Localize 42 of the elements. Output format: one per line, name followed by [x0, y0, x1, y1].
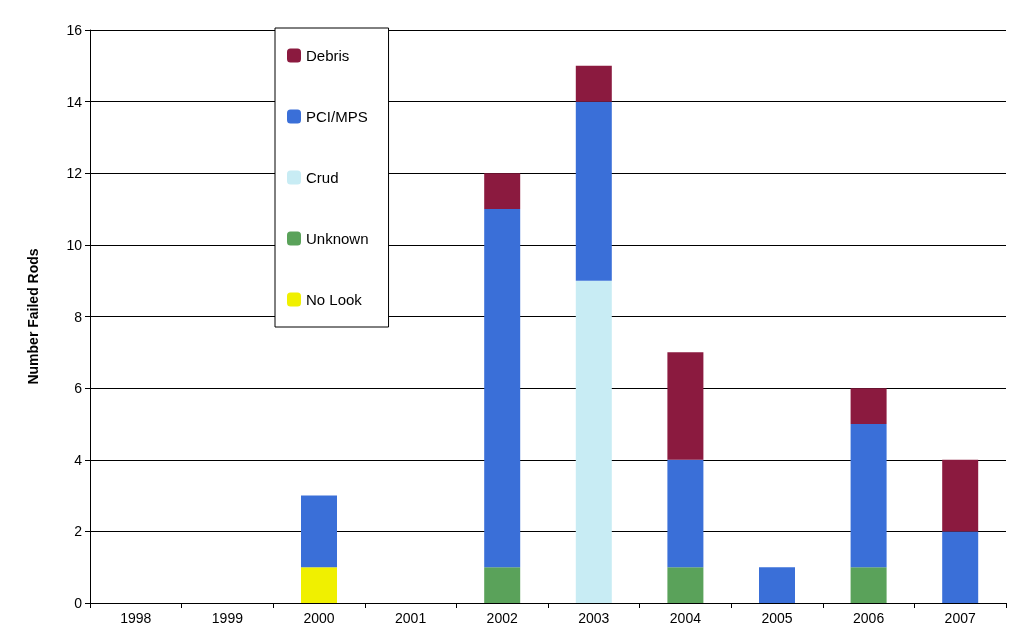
bar [942, 531, 979, 603]
bar [484, 567, 521, 603]
y-tick-label: 4 [74, 451, 83, 468]
bar [575, 280, 612, 603]
legend-label: No Look [306, 291, 363, 308]
bar [301, 567, 337, 603]
x-tick-label: 2001 [395, 610, 427, 626]
bar [850, 567, 887, 603]
y-axis-title: Number Failed Rods [25, 248, 41, 385]
bar [575, 65, 612, 102]
x-tick-label: 2006 [853, 610, 885, 626]
bar [850, 423, 887, 568]
x-tick-label: 1999 [211, 610, 244, 626]
bar [575, 101, 612, 281]
legend-label: PCI/MPS [306, 108, 368, 125]
x-tick-label: 1998 [120, 610, 152, 626]
x-tick-label: 2007 [944, 610, 976, 626]
y-tick-label: 14 [66, 93, 83, 110]
y-tick-label: 6 [74, 380, 83, 397]
x-tick-label: 2003 [578, 610, 610, 626]
legend-label: Crud [306, 169, 339, 186]
bar [667, 459, 704, 568]
x-tick-label: 2000 [303, 610, 335, 626]
x-tick-label: 2002 [486, 610, 518, 626]
bar [484, 209, 521, 568]
y-tick-label: 0 [74, 595, 83, 611]
y-tick-label: 8 [74, 308, 83, 325]
bar [484, 173, 521, 210]
x-tick-label: 2004 [669, 610, 702, 626]
bar [667, 352, 704, 460]
legend-label: Debris [306, 47, 350, 64]
bar [667, 567, 704, 603]
bar [301, 495, 337, 568]
y-tick-label: 2 [74, 523, 83, 540]
x-tick-label: 2005 [761, 610, 793, 626]
y-tick-label: 16 [66, 22, 83, 38]
legend-label: Unknown [306, 230, 369, 247]
y-tick-label: 12 [66, 165, 83, 182]
bar [759, 567, 795, 603]
bar [942, 459, 979, 532]
y-tick-label: 10 [66, 236, 83, 253]
bar [850, 388, 887, 424]
